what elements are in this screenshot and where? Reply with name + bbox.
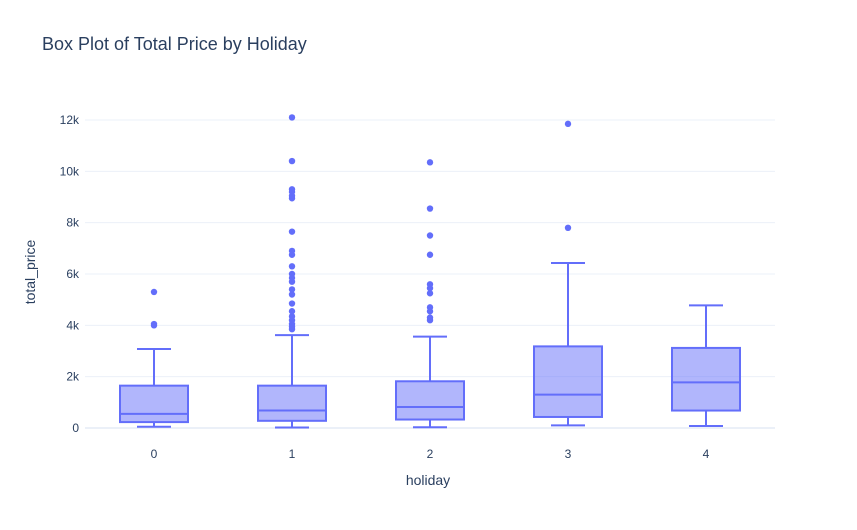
outlier-point	[288, 313, 296, 320]
x-tick-labels: 0 1 2 3 4	[151, 447, 710, 461]
x-tick-label: 2	[427, 447, 434, 461]
outlier-point	[426, 290, 434, 297]
outlier-point	[288, 186, 296, 193]
outlier-point	[426, 251, 434, 258]
gridlines	[85, 119, 775, 378]
outlier-point	[288, 157, 296, 165]
y-tick-labels: 0 2k 4k 6k 8k 10k 12k	[60, 113, 80, 435]
box-group-0	[119, 288, 189, 428]
y-tick-label: 8k	[66, 216, 80, 230]
outlier-point	[288, 247, 296, 255]
iqr-box	[533, 345, 603, 418]
x-tick-label: 0	[151, 447, 158, 461]
iqr-box	[395, 380, 465, 421]
outlier-point	[426, 232, 434, 239]
iqr-box	[119, 384, 189, 424]
y-tick-label: 0	[72, 421, 79, 435]
outlier-point	[564, 224, 572, 231]
y-tick-label: 10k	[60, 164, 80, 178]
y-tick-label: 2k	[66, 370, 80, 384]
outlier-point	[150, 288, 158, 296]
boxes	[119, 114, 741, 429]
y-axis-title: total_price	[22, 239, 38, 304]
outlier-point	[288, 308, 296, 315]
iqr-box	[671, 346, 741, 412]
x-tick-label: 3	[565, 447, 572, 461]
outlier-point	[426, 304, 434, 311]
box-group-4	[671, 304, 741, 427]
iqr-box	[257, 384, 327, 422]
outlier-point	[426, 159, 434, 166]
box-group-3	[533, 120, 603, 427]
outlier-point	[288, 300, 296, 307]
outlier-point	[288, 286, 296, 293]
chart-title: Box Plot of Total Price by Holiday	[42, 34, 307, 54]
box-group-1	[257, 114, 327, 429]
outlier-point	[426, 314, 434, 321]
x-tick-label: 1	[289, 447, 296, 461]
y-tick-label: 12k	[60, 113, 80, 127]
outlier-point	[288, 291, 296, 298]
outlier-point	[564, 120, 572, 128]
outlier-point	[426, 205, 434, 212]
outlier-point	[288, 263, 296, 270]
y-tick-label: 6k	[66, 267, 80, 281]
outlier-point	[288, 114, 296, 121]
outlier-point	[288, 228, 296, 235]
box-group-2	[395, 159, 465, 429]
x-axis-title: holiday	[406, 472, 450, 488]
outlier-point	[288, 270, 296, 278]
outlier-point	[150, 320, 158, 328]
x-tick-label: 4	[703, 447, 710, 461]
y-tick-label: 4k	[66, 318, 80, 332]
outlier-point	[426, 281, 434, 288]
